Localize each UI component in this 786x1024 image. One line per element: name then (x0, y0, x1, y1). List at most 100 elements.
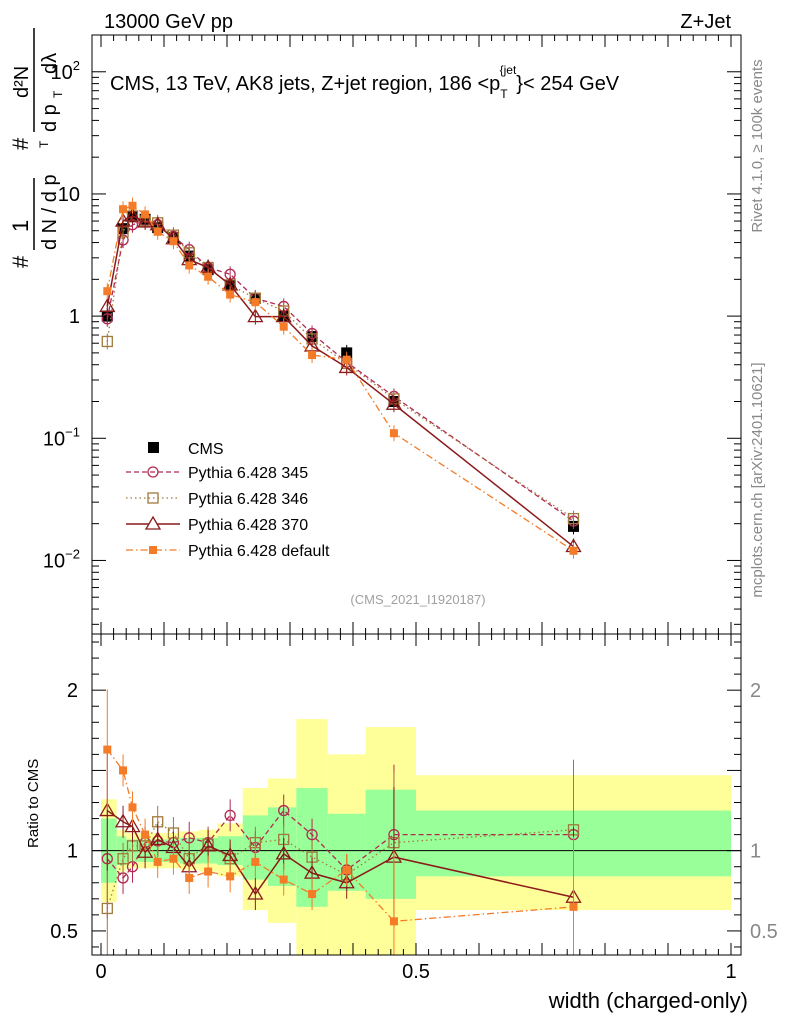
main-point-pdef (128, 201, 137, 210)
ratio-point-p346 (117, 853, 129, 865)
legend-label-p370: Pythia 6.428 370 (188, 517, 308, 534)
legend-label-cms: CMS (188, 441, 224, 458)
ratio-point-p345 (306, 828, 318, 841)
ratio-point-p370 (338, 874, 355, 889)
y-tick-label: 10−2 (43, 546, 80, 572)
ratio-point-p345 (224, 809, 236, 822)
ratio-y-tick-label-right: 2 (750, 680, 761, 702)
ratio-point-pdef (204, 867, 213, 876)
legend-p346: Pythia 6.428 346 (126, 491, 308, 508)
main-point-pdef (169, 237, 178, 246)
main-point-pdef (251, 298, 260, 307)
y-tick-exp: −2 (65, 546, 80, 561)
ratio-y-tick-label: 1 (67, 841, 78, 863)
legend-label-p345: Pythia 6.428 345 (188, 465, 308, 482)
title-sub: T (500, 87, 508, 101)
ratio-point-p345 (278, 804, 290, 817)
mcplots-label: mcplots.cern.ch [arXiv:2401.10621] (749, 362, 766, 597)
ylabel-hash: # (8, 255, 33, 268)
main-point-p370 (124, 207, 141, 222)
ratio-point-pdef (169, 854, 178, 863)
main-point-p370 (136, 213, 154, 228)
main-point-p370 (247, 308, 264, 323)
ratio-point-pdef (226, 872, 235, 881)
ratio-point-p370 (124, 818, 141, 833)
ratio-y-tick-label-right: 0.5 (750, 921, 778, 943)
ratio-y-tick-label: 0.5 (50, 921, 78, 943)
x-tick-label: 0 (95, 961, 106, 983)
ratio-point-pdef (308, 890, 317, 899)
main-point-pdef (308, 351, 317, 360)
title-p: p (489, 73, 500, 95)
main-point-pdef (185, 261, 194, 270)
legend-p345: Pythia 6.428 345 (126, 465, 308, 482)
main-point-pdef (204, 272, 213, 281)
y-tick-label: 1 (69, 306, 80, 328)
legend: CMS Pythia 6.428 345 Pythia 6.428 346 Py… (126, 441, 330, 560)
main-line-p346 (106, 215, 574, 520)
main-point-pdef (226, 290, 235, 299)
ratio-point-pdef (119, 766, 128, 775)
ylabel-one: 1 (8, 220, 33, 232)
x-tick-label: 0.5 (402, 961, 430, 983)
ratio-point-p370 (199, 837, 217, 852)
ratio-point-pdef (153, 857, 162, 866)
y-tick-label: 10 (58, 184, 80, 206)
y-tick-exp: −1 (65, 424, 80, 439)
chart-title: CMS, 13 TeV, AK8 jets, Z+jet region, 186… (110, 63, 620, 101)
title-sup: {jet (500, 63, 517, 77)
ylabel-dlam: dλ (39, 53, 61, 74)
legend-cms: CMS (148, 441, 224, 458)
ylabel-d2n: d²N (11, 66, 33, 98)
xlabel: width (charged-only) (548, 988, 748, 1013)
ratio-point-p370 (99, 802, 116, 817)
main-point-pdef (279, 322, 288, 331)
main-point-p346 (567, 512, 580, 525)
legend-pdef: Pythia 6.428 default (126, 543, 330, 560)
main-line-p370 (106, 215, 574, 548)
main-line-p345 (106, 220, 574, 522)
ratio-point-pdef (185, 873, 194, 882)
legend-label-p346: Pythia 6.428 346 (188, 491, 308, 508)
title-prefix: CMS, 13 TeV, AK8 jets, Z+jet region, 186… (110, 73, 489, 95)
main-point-pdef (153, 227, 162, 236)
band-inner (267, 807, 297, 886)
ratio-point-p370 (275, 845, 292, 860)
ratio-point-p370 (247, 885, 264, 900)
main-ylabel: # 1 d N / d p T # d²N d p T dλ (8, 28, 65, 268)
process-label: Z+Jet (680, 11, 731, 33)
ylabel-dn: d N / d p (39, 174, 61, 250)
main-panel (99, 197, 582, 559)
ratio-point-pdef (128, 803, 137, 812)
title-suffix: < 254 GeV (523, 73, 620, 95)
ratio-point-pdef (389, 917, 398, 926)
legend-label-pdef: Pythia 6.428 default (188, 543, 330, 560)
ratio-point-p370 (136, 843, 154, 858)
rivet-label: Rivet 4.1.0, ≥ 100k events (749, 59, 766, 232)
ratio-point-pdef (279, 875, 288, 884)
main-point-pdef (119, 205, 128, 214)
ratio-point-pdef (569, 902, 578, 911)
ylabel-t2: T (51, 90, 65, 98)
main-point-p370 (385, 395, 403, 410)
main-point-p370 (338, 359, 355, 374)
main-line-pdef (106, 205, 574, 552)
legend-p370: Pythia 6.428 370 (126, 515, 308, 534)
main-point-pdef (141, 210, 150, 219)
ylabel-dpt: d p (39, 104, 61, 132)
main-point-p346 (101, 335, 113, 348)
ratio-point-p346 (101, 902, 113, 915)
ratio-y-tick-label-right: 1 (750, 841, 761, 863)
ratio-ylabel: Ratio to CMS (25, 759, 42, 848)
main-point-p370 (99, 298, 116, 313)
ratio-point-p370 (114, 813, 132, 828)
ratio-point-pdef (342, 865, 351, 874)
ratio-panel (92, 689, 741, 955)
energy-label: 13000 GeV pp (104, 11, 233, 33)
main-point-pdef (342, 355, 351, 364)
main-point-pdef (569, 546, 578, 555)
title-close: } (516, 73, 523, 95)
ratio-point-pdef (141, 830, 150, 839)
